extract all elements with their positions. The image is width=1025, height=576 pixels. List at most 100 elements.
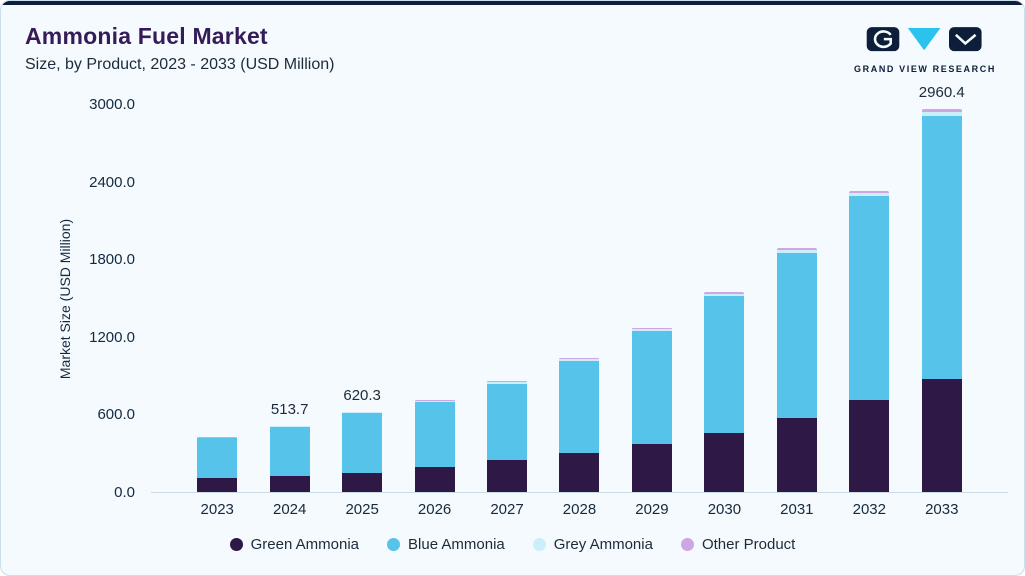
grand-view-research-logo: GRAND VIEW RESEARCH	[850, 25, 1000, 74]
legend-dot-icon	[680, 538, 694, 551]
y-axis-ticks: 0.0 600.0 1200.0 1800.0 2400.0 3000.0	[1, 96, 141, 501]
bar-segment-green-ammonia	[849, 399, 890, 492]
y-tick-label: 3000.0	[89, 96, 135, 113]
bar-segment-green-ammonia	[631, 443, 672, 492]
bar-segment-grey-ammonia	[921, 111, 962, 116]
bar-column-2023	[181, 105, 253, 492]
x-axis-ticks: 2023 2024 2025 2026 2027 2028 2029 2030 2031 2032…	[151, 501, 1008, 518]
bar-total-label: 513.7	[270, 400, 309, 418]
bar-segment-blue-ammonia	[631, 330, 672, 444]
bar-segment-blue-ammonia	[269, 426, 310, 477]
bar-column-2025: 620.3	[326, 105, 398, 492]
legend-dot-icon	[387, 538, 401, 551]
bar-segment-other-product	[849, 190, 890, 193]
x-tick-label: 2030	[707, 501, 742, 518]
logo-text: GRAND VIEW RESEARCH	[854, 64, 996, 74]
bar-segment-other-product	[269, 425, 310, 427]
bar-segment-green-ammonia	[921, 379, 962, 492]
gvr-logo-icon	[866, 27, 982, 52]
bar-2031	[776, 248, 817, 492]
bar-column-2031	[761, 105, 833, 492]
bar-segment-green-ammonia	[197, 478, 238, 492]
bar-segment-other-product	[559, 358, 600, 360]
chart-header: Ammonia Fuel Market Size, by Product, 20…	[25, 23, 334, 74]
bar-segment-blue-ammonia	[849, 195, 890, 400]
bar-segment-blue-ammonia	[414, 402, 455, 467]
bar-segment-green-ammonia	[269, 476, 310, 492]
bar-segment-grey-ammonia	[559, 359, 600, 361]
bar-2033	[921, 109, 962, 492]
chart-legend: Green Ammonia Blue Ammonia Grey Ammonia Oth…	[1, 536, 1024, 553]
x-tick-label: 2027	[490, 501, 524, 518]
x-tick-label: 2025	[345, 501, 379, 518]
bar-segment-other-product	[197, 437, 238, 438]
bar-segment-other-product	[704, 292, 745, 294]
bar-segment-green-ammonia	[414, 466, 455, 492]
y-tick-label: 1800.0	[89, 251, 135, 269]
plot-area: 513.7 620.3 2960.4	[151, 84, 1008, 493]
bar-segment-grey-ammonia	[269, 426, 310, 427]
page-title: Ammonia Fuel Market	[25, 23, 268, 49]
bar-segment-green-ammonia	[559, 452, 600, 492]
x-tick-label: 2028	[562, 501, 597, 518]
legend-dot-icon	[532, 538, 546, 551]
bar-segment-green-ammonia	[776, 418, 817, 492]
legend-item-green-ammonia: Green Ammonia	[229, 536, 360, 553]
bar-column-2028	[543, 105, 615, 492]
bar-2027	[487, 381, 528, 492]
bar-column-2033: 2960.4	[906, 84, 978, 492]
bar-2032	[849, 190, 890, 492]
bar-segment-other-product	[414, 400, 455, 401]
bar-segment-other-product	[921, 109, 962, 112]
bar-column-2026	[398, 105, 470, 492]
y-tick-label: 1200.0	[89, 328, 135, 346]
x-tick-label: 2026	[417, 501, 452, 518]
bar-2025	[342, 411, 383, 492]
bar-segment-blue-ammonia	[487, 383, 528, 461]
bar-2030	[704, 292, 745, 492]
bar-segment-grey-ammonia	[342, 412, 383, 414]
bar-segment-grey-ammonia	[414, 400, 455, 402]
page-subtitle: Size, by Product, 2023 - 2033 (USD Milli…	[25, 56, 335, 73]
legend-label: Blue Ammonia	[408, 536, 505, 553]
top-accent-strip	[1, 1, 1024, 5]
bar-2028	[559, 358, 600, 492]
x-tick-label: 2024	[272, 501, 307, 518]
bar-2024	[269, 425, 310, 492]
x-tick-label: 2023	[200, 501, 234, 518]
bar-segment-green-ammonia	[704, 433, 745, 492]
bar-column-2029	[616, 105, 688, 492]
legend-label: Other Product	[701, 536, 796, 553]
legend-item-other-product: Other Product	[680, 536, 796, 553]
legend-dot-icon	[229, 538, 243, 551]
bar-segment-grey-ammonia	[704, 293, 745, 296]
bar-total-label: 2960.4	[918, 84, 965, 102]
x-tick-label: 2031	[780, 501, 814, 518]
bar-segment-grey-ammonia	[631, 329, 672, 331]
legend-label: Green Ammonia	[250, 536, 360, 553]
bar-segment-blue-ammonia	[921, 115, 962, 380]
bar-segment-grey-ammonia	[776, 250, 817, 253]
x-tick-label: 2033	[925, 501, 959, 518]
bar-segment-blue-ammonia	[197, 438, 238, 479]
bar-column-2027	[471, 105, 543, 492]
y-tick-label: 0.0	[114, 484, 135, 501]
bar-segment-green-ammonia	[487, 460, 528, 492]
bar-segment-blue-ammonia	[559, 360, 600, 453]
legend-item-blue-ammonia: Blue Ammonia	[387, 536, 505, 553]
bar-segment-other-product	[631, 327, 672, 330]
y-tick-label: 2400.0	[89, 173, 135, 191]
legend-item-grey-ammonia: Grey Ammonia	[532, 536, 653, 553]
bar-2023	[197, 437, 238, 492]
bar-segment-blue-ammonia	[342, 413, 383, 473]
x-tick-label: 2029	[635, 501, 669, 518]
bar-segment-other-product	[776, 248, 817, 251]
bar-segment-grey-ammonia	[487, 382, 528, 384]
bar-2026	[414, 400, 455, 492]
bar-segment-green-ammonia	[342, 472, 383, 492]
bar-segment-grey-ammonia	[197, 437, 238, 439]
bar-segment-other-product	[487, 381, 528, 383]
bar-total-label: 620.3	[343, 386, 381, 404]
bar-segment-blue-ammonia	[704, 295, 745, 434]
